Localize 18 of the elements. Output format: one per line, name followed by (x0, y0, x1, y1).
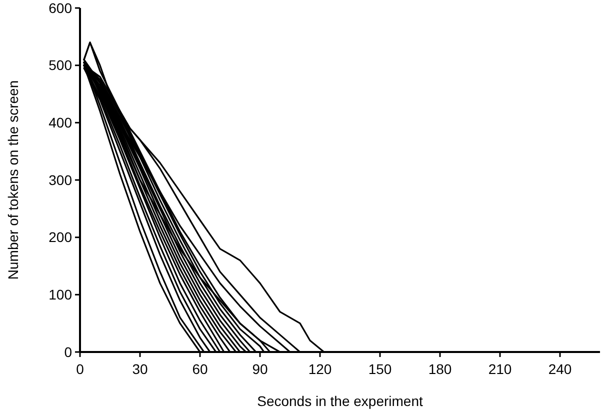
x-tick-label: 0 (76, 361, 84, 377)
y-tick-label: 300 (48, 172, 72, 188)
y-tick-label: 0 (64, 344, 72, 360)
x-tick-label: 90 (252, 361, 268, 377)
y-axis-title: Number of tokens on the screen (5, 80, 21, 280)
x-tick-label: 240 (548, 361, 572, 377)
y-tick-label: 600 (48, 0, 72, 16)
x-tick-label: 30 (132, 361, 148, 377)
x-tick-label: 180 (428, 361, 452, 377)
x-tick-label: 150 (368, 361, 392, 377)
y-tick-label: 400 (48, 114, 72, 131)
y-tick-label: 100 (48, 286, 72, 303)
y-tick-label: 500 (48, 57, 72, 74)
x-axis-title: Seconds in the experiment (257, 393, 423, 409)
x-tick-label: 210 (488, 361, 512, 377)
x-tick-label: 60 (192, 361, 208, 377)
x-tick-label: 120 (308, 361, 332, 377)
y-tick-label: 200 (48, 229, 72, 246)
